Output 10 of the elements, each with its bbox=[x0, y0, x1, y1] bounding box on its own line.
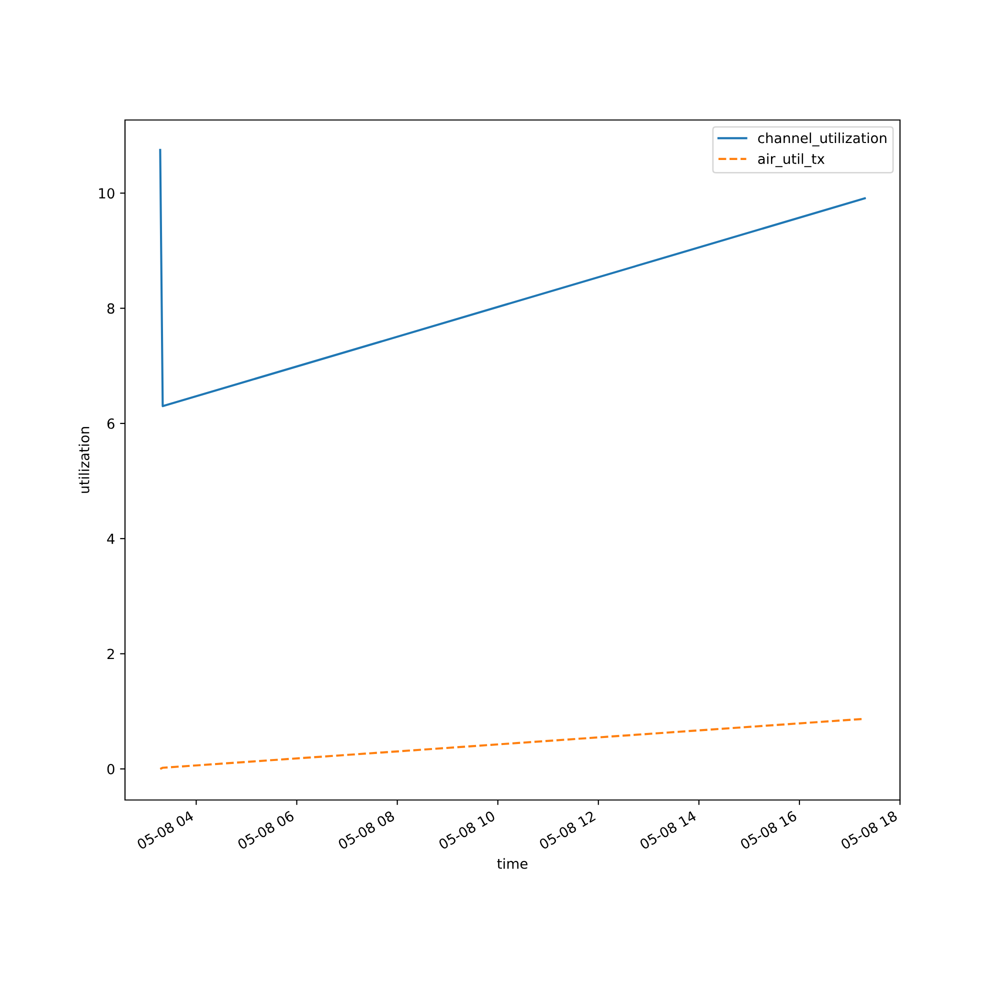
y-axis-title: utilization bbox=[78, 427, 90, 493]
y-tick-label: 6 bbox=[107, 418, 114, 429]
y-tick-label: 10 bbox=[99, 188, 114, 199]
y-tick-label: 0 bbox=[107, 764, 114, 774]
y-tick-label: 2 bbox=[107, 648, 114, 660]
legend-label: air_util_tx bbox=[758, 153, 825, 168]
legend-label: channel_utilization bbox=[758, 132, 886, 146]
y-tick-label: 8 bbox=[107, 303, 114, 314]
y-tick-label: 4 bbox=[107, 534, 114, 544]
x-axis-title: time bbox=[497, 858, 528, 869]
